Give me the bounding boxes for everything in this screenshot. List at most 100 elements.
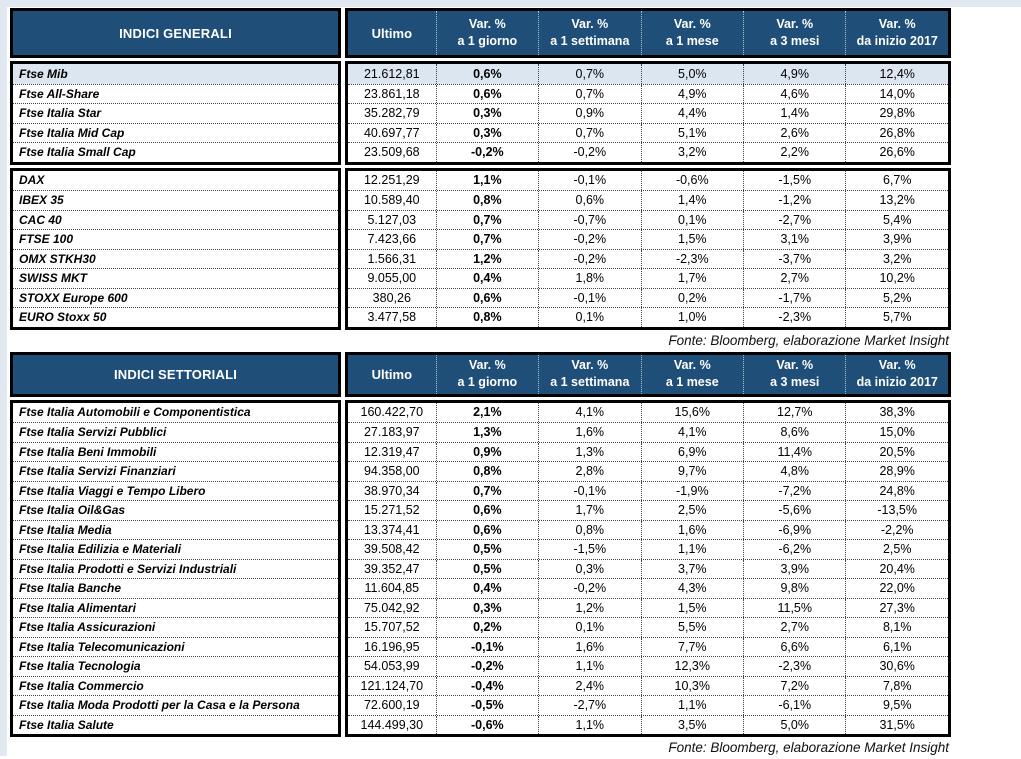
ultimo-value-cell: 16.196,95 (348, 638, 436, 657)
ultimo-value-cell: 9.055,00 (348, 269, 436, 288)
var-1-mese-cell: 1,1% (641, 696, 743, 715)
table-row: 12.251,29 1,1% -0,1% -0,6% -1,5% 6,7% (348, 171, 948, 191)
column-header-sublabel: a 1 giorno (457, 33, 517, 50)
var-1-settimana-cell: 0,7% (538, 124, 640, 143)
var-1-giorno-cell: 0,8% (436, 308, 538, 327)
table-row: 7.423,66 0,7% -0,2% 1,5% 3,1% 3,9% (348, 229, 948, 249)
var-1-giorno-cell: 0,8% (436, 462, 538, 481)
var-1-mese-cell: 9,7% (641, 462, 743, 481)
table-row: 39.352,47 0,5% 0,3% 3,7% 3,9% 20,4% (348, 559, 948, 579)
var-inizio-2017-cell: 6,1% (845, 638, 947, 657)
var-inizio-2017-cell: 26,8% (845, 124, 947, 143)
ultimo-value-cell: 160.422,70 (348, 403, 436, 423)
var-1-mese-cell: 6,9% (641, 443, 743, 462)
var-3-mesi-cell: -1,5% (743, 171, 845, 191)
var-3-mesi-cell: 2,2% (743, 143, 845, 162)
index-name-cell: FTSE 100 (13, 229, 338, 249)
column-header-var-1-settimana: Var. % a 1 settimana (538, 11, 640, 55)
var-inizio-2017-cell: 15,0% (845, 423, 947, 442)
table-row: 16.196,95 -0,1% 1,6% 7,7% 6,6% 6,1% (348, 637, 948, 657)
column-header-label: Var. % (674, 16, 711, 33)
var-1-mese-cell: 4,3% (641, 579, 743, 598)
var-1-settimana-cell: -0,2% (538, 230, 640, 249)
ultimo-value-cell: 380,26 (348, 289, 436, 308)
source-note: Fonte: Bloomberg, elaborazione Market In… (10, 330, 951, 352)
var-1-settimana-cell: 0,7% (538, 85, 640, 104)
var-3-mesi-cell: 1,4% (743, 104, 845, 123)
index-name-cell: Ftse Italia Tecnologia (13, 656, 338, 676)
index-name-cell: Ftse Italia Star (13, 103, 338, 123)
index-name-cell: Ftse Italia Viaggi e Tempo Libero (13, 481, 338, 501)
var-inizio-2017-cell: 5,2% (845, 289, 947, 308)
index-name: Ftse Italia Telecomunicazioni (19, 640, 185, 654)
var-1-mese-cell: 1,0% (641, 308, 743, 327)
ultimo-value-cell: 75.042,92 (348, 599, 436, 618)
index-name: Ftse Italia Banche (19, 581, 121, 595)
var-inizio-2017-cell: 8,1% (845, 618, 947, 637)
var-1-settimana-cell: -1,5% (538, 540, 640, 559)
var-1-mese-cell: 4,9% (641, 85, 743, 104)
column-header-ultimo: Ultimo (348, 355, 436, 394)
var-1-settimana-cell: 1,2% (538, 599, 640, 618)
column-header-sublabel: da inizio 2017 (857, 374, 938, 391)
var-3-mesi-cell: 11,5% (743, 599, 845, 618)
index-values-box: 160.422,70 2,1% 4,1% 15,6% 12,7% 38,3% 2… (345, 400, 951, 738)
index-name: Ftse Mib (19, 67, 68, 81)
table-row: 3.477,58 0,8% 0,1% 1,0% -2,3% 5,7% (348, 307, 948, 327)
var-3-mesi-cell: 11,4% (743, 443, 845, 462)
var-1-mese-cell: 3,5% (641, 716, 743, 735)
index-name: CAC 40 (19, 213, 62, 227)
var-inizio-2017-cell: 20,5% (845, 443, 947, 462)
var-3-mesi-cell: 4,8% (743, 462, 845, 481)
ultimo-value-cell: 12.251,29 (348, 171, 436, 191)
var-3-mesi-cell: -2,7% (743, 211, 845, 230)
var-1-giorno-cell: 1,2% (436, 250, 538, 269)
var-inizio-2017-cell: 7,8% (845, 677, 947, 696)
var-inizio-2017-cell: 5,7% (845, 308, 947, 327)
var-1-settimana-cell: 0,3% (538, 560, 640, 579)
var-1-giorno-cell: 0,7% (436, 211, 538, 230)
index-name-cell: Ftse Italia Prodotti e Servizi Industria… (13, 559, 338, 579)
var-1-giorno-cell: 1,1% (436, 171, 538, 191)
page-edge-top (0, 0, 1021, 7)
index-name-cell: STOXX Europe 600 (13, 288, 338, 308)
table-row: 121.124,70 -0,4% 2,4% 10,3% 7,2% 7,8% (348, 676, 948, 696)
var-3-mesi-cell: -2,3% (743, 308, 845, 327)
index-name: Ftse All-Share (19, 87, 99, 101)
index-name-cell: Ftse Italia Salute (13, 715, 338, 735)
table-row: 15.707,52 0,2% 0,1% 5,5% 2,7% 8,1% (348, 617, 948, 637)
table-row: 27.183,97 1,3% 1,6% 4,1% 8,6% 15,0% (348, 422, 948, 442)
index-name-cell: Ftse Mib (13, 64, 338, 84)
table-row: 40.697,77 0,3% 0,7% 5,1% 2,6% 26,8% (348, 123, 948, 143)
var-1-mese-cell: 0,2% (641, 289, 743, 308)
column-header-var-1-mese: Var. % a 1 mese (641, 11, 743, 55)
column-header-label: Ultimo (372, 366, 412, 383)
ultimo-value-cell: 23.861,18 (348, 85, 436, 104)
ultimo-value-cell: 21.612,81 (348, 64, 436, 84)
ultimo-value-cell: 15.271,52 (348, 501, 436, 520)
var-1-giorno-cell: 0,4% (436, 269, 538, 288)
var-1-settimana-cell: 1,3% (538, 443, 640, 462)
index-name-cell: Ftse Italia Servizi Finanziari (13, 461, 338, 481)
index-name-cell: Ftse Italia Mid Cap (13, 123, 338, 143)
column-header-label: Var. % (776, 16, 813, 33)
index-name-cell: Ftse Italia Alimentari (13, 598, 338, 618)
ultimo-value-cell: 3.477,58 (348, 308, 436, 327)
var-1-mese-cell: -2,3% (641, 250, 743, 269)
var-inizio-2017-cell: 14,0% (845, 85, 947, 104)
column-header-sublabel: a 1 mese (666, 33, 719, 50)
ultimo-value-cell: 15.707,52 (348, 618, 436, 637)
var-1-mese-cell: 1,5% (641, 230, 743, 249)
var-1-settimana-cell: 0,7% (538, 64, 640, 84)
var-1-giorno-cell: 0,5% (436, 540, 538, 559)
var-3-mesi-cell: -6,2% (743, 540, 845, 559)
index-name: Ftse Italia Moda Prodotti per la Casa e … (19, 698, 300, 712)
column-header-var-3-mesi: Var. % a 3 mesi (743, 11, 845, 55)
index-name: STOXX Europe 600 (19, 291, 128, 305)
var-1-mese-cell: 1,1% (641, 540, 743, 559)
var-1-settimana-cell: 2,8% (538, 462, 640, 481)
table-row: 23.509,68 -0,2% -0,2% 3,2% 2,2% 26,6% (348, 142, 948, 162)
